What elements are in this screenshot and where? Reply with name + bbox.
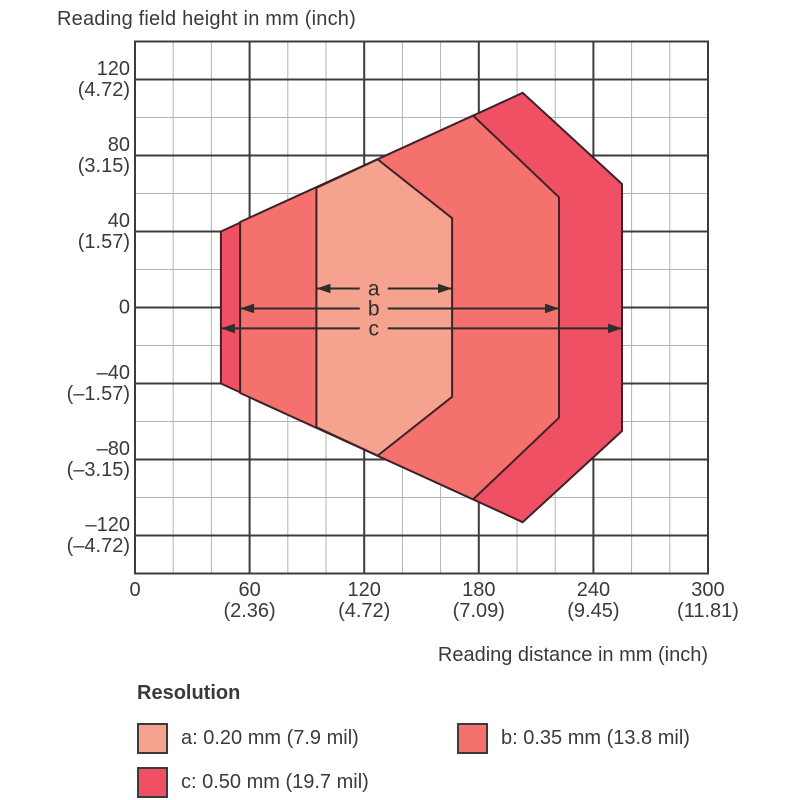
x-tick-label: 0 bbox=[129, 579, 141, 601]
y-tick-label: 120 (4.72) bbox=[77, 57, 130, 101]
arrow-label-b: b bbox=[368, 297, 380, 320]
chart-title: Reading field height in mm (inch) bbox=[57, 8, 356, 30]
x-tick-label: 240 (9.45) bbox=[567, 579, 620, 622]
legend-label-a: a: 0.20 mm (7.9 mil) bbox=[181, 727, 359, 749]
y-tick-label: –40 (–1.57) bbox=[66, 361, 130, 405]
arrowhead-left-c bbox=[220, 323, 235, 334]
arrowhead-right-c bbox=[608, 323, 623, 334]
arrowhead-left-a bbox=[316, 283, 331, 294]
legend-swatch-b bbox=[457, 723, 488, 754]
arrow-label-a: a bbox=[368, 278, 380, 301]
arrow-label-c: c bbox=[369, 317, 380, 340]
y-tick-label: 0 bbox=[118, 296, 130, 318]
x-tick-label: 120 (4.72) bbox=[338, 579, 391, 622]
arrow-label-bg-c bbox=[359, 317, 388, 340]
arrowhead-right-b bbox=[545, 303, 560, 314]
plot-border bbox=[134, 40, 709, 575]
legend-title: Resolution bbox=[137, 682, 241, 704]
legend-item-b: b: 0.35 mm (13.8 mil) bbox=[457, 723, 690, 754]
legend-swatch-a bbox=[137, 723, 168, 754]
arrow-label-bg-b bbox=[359, 297, 388, 320]
legend-swatch-c bbox=[137, 767, 168, 798]
legend-item-a: a: 0.20 mm (7.9 mil) bbox=[137, 723, 359, 754]
y-tick-label: 80 (3.15) bbox=[77, 133, 130, 177]
arrowhead-left-b bbox=[240, 303, 255, 314]
legend-label-c: c: 0.50 mm (19.7 mil) bbox=[181, 771, 369, 793]
legend-label-b: b: 0.35 mm (13.8 mil) bbox=[501, 727, 690, 749]
x-axis-title: Reading distance in mm (inch) bbox=[437, 644, 708, 666]
y-tick-label: 40 (1.57) bbox=[77, 209, 130, 253]
y-tick-label: –120 (–4.72) bbox=[66, 513, 130, 557]
x-tick-label: 60 (2.36) bbox=[223, 579, 276, 622]
x-tick-label: 180 (7.09) bbox=[452, 579, 505, 622]
arrowhead-right-a bbox=[438, 283, 453, 294]
y-tick-label: –80 (–3.15) bbox=[66, 437, 130, 481]
arrow-label-bg-a bbox=[359, 277, 388, 300]
x-tick-label: 300 (11.81) bbox=[677, 579, 739, 622]
legend-item-c: c: 0.50 mm (19.7 mil) bbox=[137, 767, 369, 798]
